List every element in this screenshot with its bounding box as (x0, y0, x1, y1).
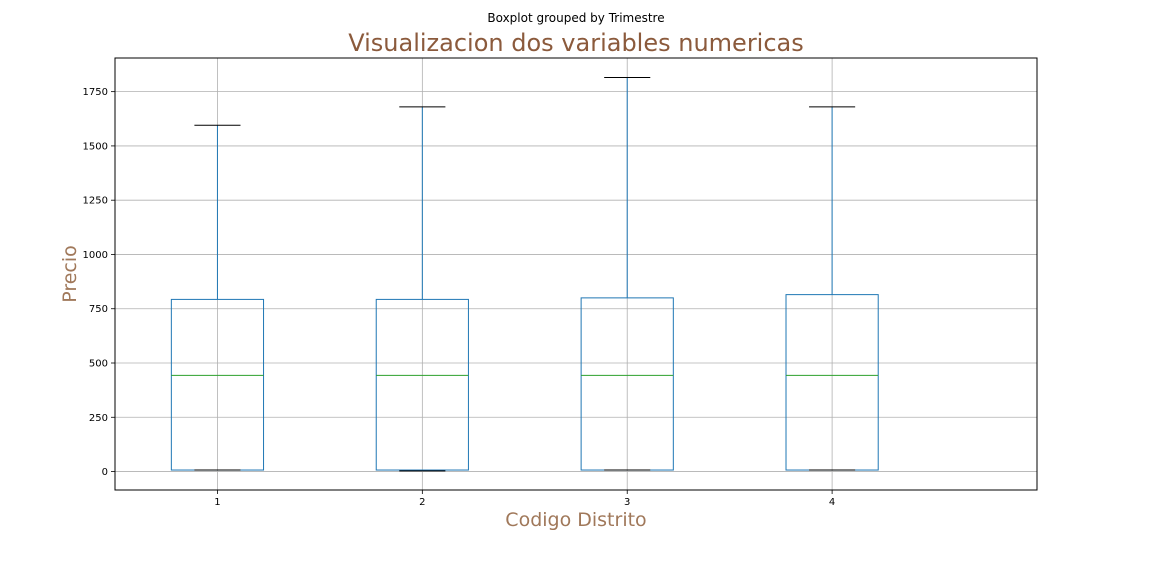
x-axis: 1 2 3 4 (214, 490, 835, 508)
y-tick-label: 250 (89, 413, 108, 424)
y-axis: 0 250 500 750 1000 1250 1500 1750 (83, 87, 115, 478)
y-tick-label: 1000 (83, 250, 108, 261)
y-tick-label: 1500 (83, 141, 108, 152)
plot-frame (114, 57, 1038, 491)
box-group-3 (580, 77, 674, 471)
x-axis-label: Codigo Distrito (505, 509, 646, 531)
x-tick-label: 4 (829, 497, 835, 508)
chart-suptitle: Boxplot grouped by Trimestre (487, 11, 664, 25)
box-group-1 (170, 124, 265, 471)
x-tick-label: 3 (624, 497, 630, 508)
boxes (170, 77, 879, 472)
grid-lines (115, 58, 1037, 490)
y-axis-label: Precio (59, 245, 81, 303)
box-group-2 (375, 106, 469, 472)
x-tick-label: 2 (419, 497, 425, 508)
chart-title: Visualizacion dos variables numericas (348, 29, 804, 57)
box-iqr (375, 298, 469, 471)
y-tick-label: 500 (89, 359, 108, 370)
y-tick-label: 1250 (83, 196, 108, 207)
y-tick-label: 1750 (83, 87, 108, 98)
box-group-4 (785, 106, 879, 471)
y-tick-label: 750 (89, 304, 108, 315)
y-tick-label: 0 (102, 467, 108, 478)
x-tick-label: 1 (214, 497, 220, 508)
